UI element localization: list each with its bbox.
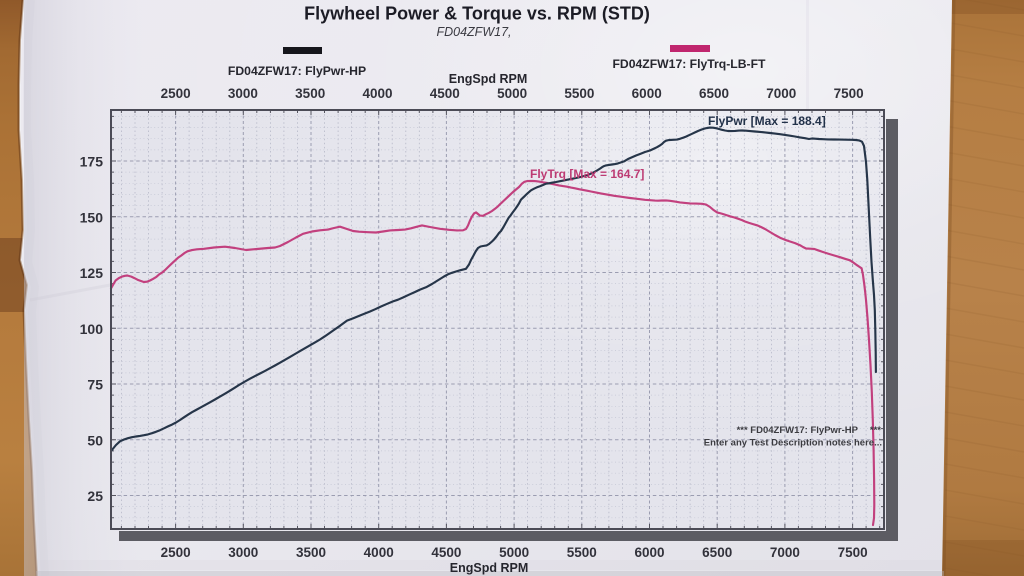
svg-text:4500: 4500 [430, 86, 460, 101]
svg-text:FD04ZFW17,: FD04ZFW17, [436, 25, 511, 39]
svg-text:4000: 4000 [362, 86, 392, 101]
svg-text:175: 175 [80, 154, 104, 170]
svg-text:125: 125 [80, 265, 104, 281]
svg-text:*** FD04ZFW17: FlyPwr-HP: *** FD04ZFW17: FlyPwr-HP [737, 425, 859, 436]
svg-text:FD04ZFW17: FlyPwr-HP: FD04ZFW17: FlyPwr-HP [228, 64, 366, 78]
svg-text:2500: 2500 [161, 545, 191, 560]
svg-text:FD04ZFW17: FlyTrq-LB-FT: FD04ZFW17: FlyTrq-LB-FT [612, 57, 766, 71]
svg-text:5000: 5000 [497, 86, 527, 101]
svg-text:100: 100 [80, 321, 104, 337]
svg-text:Enter any Test Description not: Enter any Test Description notes here... [704, 438, 882, 449]
svg-text:2500: 2500 [161, 86, 191, 101]
svg-text:75: 75 [87, 377, 103, 393]
svg-text:5500: 5500 [564, 86, 594, 101]
svg-text:FlyTrq [Max = 164.7]: FlyTrq [Max = 164.7] [530, 167, 644, 181]
svg-text:6000: 6000 [634, 545, 664, 560]
svg-text:5500: 5500 [567, 545, 597, 560]
svg-text:EngSpd RPM: EngSpd RPM [449, 72, 527, 86]
svg-text:4000: 4000 [364, 545, 394, 560]
svg-text:***: *** [870, 425, 881, 436]
svg-text:5000: 5000 [499, 545, 529, 560]
svg-text:7500: 7500 [838, 545, 868, 560]
svg-text:6000: 6000 [632, 86, 662, 101]
svg-text:7000: 7000 [770, 545, 800, 560]
svg-text:3000: 3000 [228, 86, 258, 101]
svg-text:FlyPwr [Max = 188.4]: FlyPwr [Max = 188.4] [708, 114, 826, 128]
svg-text:6500: 6500 [699, 86, 729, 101]
svg-text:25: 25 [87, 488, 103, 504]
svg-text:50: 50 [87, 432, 103, 448]
svg-text:7000: 7000 [766, 86, 796, 101]
svg-text:7500: 7500 [834, 86, 864, 101]
svg-text:150: 150 [80, 209, 104, 225]
svg-text:3500: 3500 [295, 86, 325, 101]
svg-text:4500: 4500 [431, 545, 461, 560]
svg-text:6500: 6500 [702, 545, 732, 560]
svg-text:EngSpd RPM: EngSpd RPM [450, 561, 528, 575]
svg-text:3500: 3500 [296, 545, 326, 560]
svg-text:Flywheel Power & Torque vs. RP: Flywheel Power & Torque vs. RPM (STD) [304, 4, 650, 24]
svg-text:3000: 3000 [228, 545, 258, 560]
